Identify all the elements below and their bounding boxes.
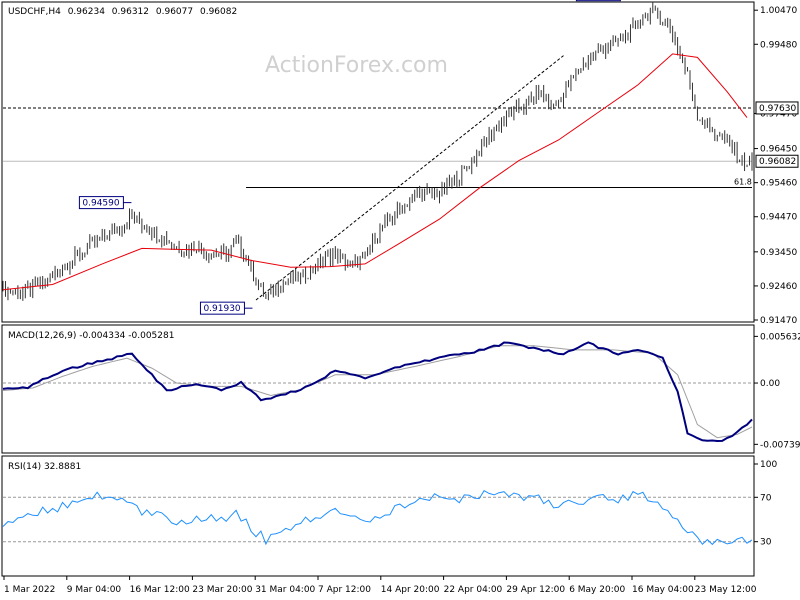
rsi-axis: 100 70 30 <box>754 460 777 548</box>
open-value: 0.96234 <box>68 7 105 17</box>
price-axis: 1.00470 0.99480 0.97470 0.96450 0.95460 0.944… <box>754 6 799 326</box>
high-value: 0.96312 <box>112 7 149 17</box>
x-axis: 1 Mar 2022 9 Mar 04:00 16 Mar 12:00 23 Mar … <box>3 576 757 595</box>
x-tick-label: 31 Mar 04:00 <box>255 585 315 595</box>
current-price-label: 0.96082 <box>759 157 796 167</box>
x-tick-label: 6 May 20:00 <box>569 585 625 595</box>
moving-average-line <box>2 53 748 291</box>
macd-axis: 0.005632 0.00 -0.007395 <box>754 332 800 450</box>
fib-618-label: 61.8 <box>734 177 752 186</box>
x-tick-label: 29 Apr 12:00 <box>506 585 565 595</box>
price-panel-frame <box>1 1 755 323</box>
price-layer: 61.8 <box>2 1 753 301</box>
x-tick-label: 14 Apr 20:00 <box>381 585 440 595</box>
x-tick-label: 9 Mar 04:00 <box>67 585 122 595</box>
chart-header: USDCHF,H4 0.96234 0.96312 0.96077 0.9608… <box>8 7 237 17</box>
annotation-box <box>575 0 621 2</box>
macd-panel-frame <box>1 324 755 454</box>
rsi-tick-label: 100 <box>760 460 777 470</box>
price-tick-label: 0.95460 <box>760 179 797 189</box>
trend-line <box>255 55 564 301</box>
rsi-line <box>2 490 753 546</box>
x-tick-label: 23 May 12:00 <box>695 585 757 595</box>
macd-label: MACD(12,26,9) -0.004334 -0.005281 <box>8 331 174 341</box>
price-tick-label: 0.99480 <box>760 40 797 50</box>
price-tick-label: 0.92460 <box>760 282 797 292</box>
macd-tick-label: -0.007395 <box>760 440 800 450</box>
x-tick-label: 16 May 04:00 <box>632 585 694 595</box>
macd-tick-label: 0.00 <box>760 379 780 389</box>
price-tick-label: 0.94470 <box>760 213 797 223</box>
watermark: ActionForex.com <box>265 53 448 78</box>
x-tick-label: 7 Apr 12:00 <box>318 585 371 595</box>
current-price-label-box <box>755 154 799 168</box>
price-tick-label: 0.91470 <box>760 316 797 326</box>
x-tick-label: 1 Mar 2022 <box>4 585 55 595</box>
macd-line <box>2 341 753 443</box>
rsi-layer <box>2 490 753 546</box>
rsi-panel-frame <box>1 455 755 577</box>
rsi-tick-label: 30 <box>760 538 772 548</box>
price-tick-label: 0.97470 <box>760 109 797 119</box>
x-tick-label: 22 Apr 04:00 <box>444 585 503 595</box>
macd-tick-label: 0.005632 <box>760 332 800 342</box>
resistance-price-label: 0.97630 <box>759 104 796 114</box>
macd-layer <box>2 341 753 443</box>
price-tick-label: 0.96450 <box>760 145 797 155</box>
symbol: USDCHF,H4 <box>8 7 61 17</box>
annotation-label: 0.94590 <box>82 199 119 209</box>
price-tick-label: 0.93450 <box>760 248 797 258</box>
price-tick-label: 1.00470 <box>760 6 797 16</box>
price-annotations: 0.94590 0.91930 1.00630 <box>78 0 621 315</box>
x-tick-label: 16 Mar 12:00 <box>130 585 190 595</box>
rsi-tick-label: 70 <box>760 493 772 503</box>
rsi-label: RSI(14) 32.8881 <box>8 462 81 472</box>
resistance-price-label-box <box>755 101 799 115</box>
low-value: 0.96077 <box>156 7 193 17</box>
x-tick-label: 23 Mar 20:00 <box>192 585 252 595</box>
close-value: 0.96082 <box>200 7 237 17</box>
annotation-label: 1.00630 <box>579 0 616 1</box>
annotation-label: 0.91930 <box>203 304 240 314</box>
